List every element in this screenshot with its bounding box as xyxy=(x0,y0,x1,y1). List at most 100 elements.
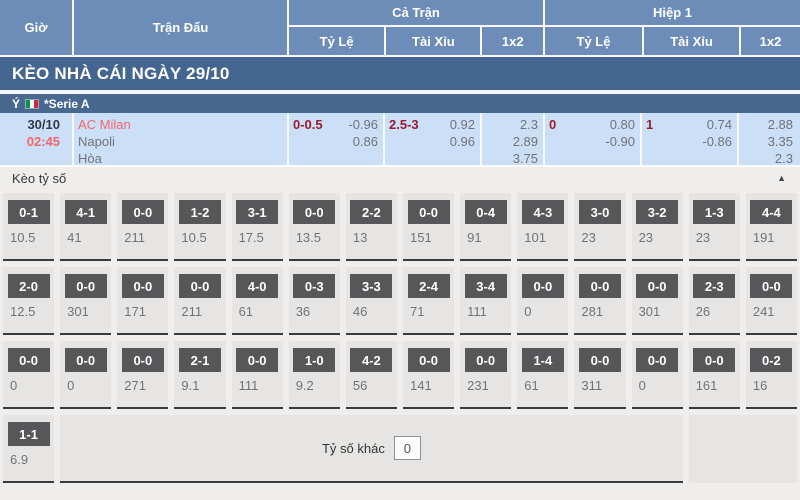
score-cell[interactable]: 4-3 101 xyxy=(517,193,569,261)
score-cell[interactable]: 1-3 23 xyxy=(688,193,740,261)
score-cell[interactable]: 0-1 10.5 xyxy=(3,193,55,261)
score-cell[interactable]: 0-0 111 xyxy=(231,341,283,409)
score-odds: 23 xyxy=(638,230,654,245)
score-chip: 3-1 xyxy=(236,200,279,224)
score-odds: 111 xyxy=(238,378,259,393)
score-odds: 301 xyxy=(638,304,661,319)
score-chip: 1-1 xyxy=(7,422,50,446)
full-1x2-away-odds[interactable]: 2.89 xyxy=(512,134,538,149)
full-1x2-odds-cell[interactable]: 2.3 2.89 3.75 xyxy=(480,113,543,166)
score-chip: 0-0 xyxy=(750,274,793,298)
full-overunder-odds-cell[interactable]: 2.5-3 0.92 0.96 xyxy=(383,113,480,165)
score-cell[interactable]: 0-0 211 xyxy=(117,193,169,261)
score-chip: 0-0 xyxy=(121,200,164,224)
half-over-odds[interactable]: 0.74 xyxy=(706,117,732,132)
score-cell[interactable]: 1-0 9.2 xyxy=(288,341,340,409)
other-score-value-box[interactable]: 0 xyxy=(393,436,421,460)
score-cell[interactable]: 0-0 151 xyxy=(402,193,455,261)
half-handicap-away-odds[interactable]: -0.90 xyxy=(605,134,635,149)
score-cell[interactable]: 2-3 26 xyxy=(688,267,740,335)
score-cell[interactable]: 0-0 241 xyxy=(745,267,797,335)
score-cell[interactable]: 4-1 41 xyxy=(60,193,112,261)
score-cell[interactable]: 0-0 211 xyxy=(174,267,226,335)
score-cell[interactable]: 0-0 171 xyxy=(117,267,169,335)
score-odds: 0 xyxy=(10,378,18,393)
score-cell[interactable]: 1-2 10.5 xyxy=(174,193,226,261)
header-half-overunder: Tài Xỉu xyxy=(642,27,739,55)
header-full-match-label: Cả Trận xyxy=(289,0,543,27)
full-over-odds[interactable]: 0.92 xyxy=(449,117,475,132)
score-cell[interactable]: 0-0 231 xyxy=(460,341,512,409)
collapse-arrow-icon[interactable]: ▲ xyxy=(777,173,786,183)
score-cell[interactable]: 0-0 271 xyxy=(117,341,169,409)
score-row-3: 0-0 0 0-0 0 0-0 271 2-1 9.1 0-0 111 1-0 9.2 4-2 56 0-0… xyxy=(0,341,800,409)
score-cell[interactable]: 0-0 301 xyxy=(60,267,112,335)
score-cell[interactable]: 2-2 13 xyxy=(345,193,397,261)
score-cell[interactable]: 1-4 61 xyxy=(517,341,569,409)
score-cell[interactable]: 3-0 23 xyxy=(574,193,626,261)
match-teams-cell[interactable]: AC Milan Napoli Hòa xyxy=(72,113,287,166)
half-1x2-home-odds[interactable]: 2.88 xyxy=(767,117,793,132)
score-cell[interactable]: 0-0 0 xyxy=(517,267,569,335)
home-team: AC Milan xyxy=(78,117,131,132)
score-odds: 271 xyxy=(124,378,146,393)
score-chip: 3-3 xyxy=(350,274,393,298)
half-1x2-away-odds[interactable]: 3.35 xyxy=(767,134,793,149)
score-odds: 23 xyxy=(581,230,596,245)
full-handicap-odds-cell[interactable]: 0-0.5 -0.96 0.86 xyxy=(287,113,383,165)
score-cell[interactable]: 3-4 111 xyxy=(460,267,512,335)
half-1x2-odds-cell[interactable]: 2.88 3.35 2.3 xyxy=(737,113,798,166)
italy-flag-icon xyxy=(25,98,40,109)
match-date: 30/10 xyxy=(27,117,60,132)
full-handicap-away-odds[interactable]: 0.86 xyxy=(352,134,378,149)
score-cell[interactable]: 0-0 161 xyxy=(688,341,740,409)
score-chip: 0-0 xyxy=(693,348,736,372)
score-cell[interactable]: 0-4 91 xyxy=(460,193,512,261)
score-cell[interactable]: 3-1 17.5 xyxy=(231,193,283,261)
half-handicap-home-odds[interactable]: 0.80 xyxy=(609,117,635,132)
half-handicap-odds-cell[interactable]: 0 0.80 -0.90 xyxy=(543,113,640,165)
score-row-1: 0-1 10.5 4-1 41 0-0 211 1-2 10.5 3-1 17.5 0-0 13.5 2… xyxy=(0,193,800,261)
score-chip: 1-4 xyxy=(521,348,564,372)
score-cell[interactable]: 3-3 46 xyxy=(345,267,397,335)
full-1x2-home-odds[interactable]: 2.3 xyxy=(519,117,538,132)
score-cell[interactable]: 0-0 311 xyxy=(574,341,626,409)
score-cell[interactable]: 4-2 56 xyxy=(345,341,397,409)
score-chip: 0-0 xyxy=(178,274,221,298)
half-under-odds[interactable]: -0.86 xyxy=(702,134,732,149)
score-cell[interactable]: 0-0 13.5 xyxy=(288,193,340,261)
score-chip: 0-0 xyxy=(121,348,164,372)
score-row-2: 2-0 12.5 0-0 301 0-0 171 0-0 211 4-0 61 0-3 36 3-3 46… xyxy=(0,267,800,335)
full-under-odds[interactable]: 0.96 xyxy=(449,134,475,149)
score-cell[interactable]: 0-0 141 xyxy=(402,341,455,409)
score-cell[interactable]: 0-0 0 xyxy=(60,341,112,409)
half-1x2-draw-odds[interactable]: 2.3 xyxy=(774,151,793,166)
score-chip: 0-0 xyxy=(578,348,621,372)
full-1x2-draw-odds[interactable]: 3.75 xyxy=(512,151,538,166)
half-overunder-odds-cell[interactable]: 1 0.74 -0.86 xyxy=(640,113,737,165)
score-cell[interactable]: 0-0 0 xyxy=(631,341,683,409)
score-odds: 211 xyxy=(181,304,203,319)
score-chip: 3-2 xyxy=(636,200,679,224)
score-cell[interactable]: 2-0 12.5 xyxy=(3,267,55,335)
score-cell[interactable]: 4-0 61 xyxy=(231,267,283,335)
score-cell[interactable]: 2-1 9.1 xyxy=(174,341,226,409)
score-chip: 0-2 xyxy=(750,348,793,372)
score-cell[interactable]: 0-3 36 xyxy=(288,267,340,335)
score-cell[interactable]: 2-4 71 xyxy=(402,267,455,335)
score-chip: 0-0 xyxy=(407,348,450,372)
league-bar[interactable]: Ý *Serie A xyxy=(0,94,800,113)
score-cell[interactable]: 0-0 0 xyxy=(3,341,55,409)
score-cell[interactable]: 4-4 191 xyxy=(745,193,797,261)
score-chip: 0-0 xyxy=(7,348,50,372)
score-cell[interactable]: 3-2 23 xyxy=(631,193,683,261)
score-odds: 56 xyxy=(352,378,368,393)
full-handicap-home-odds[interactable]: -0.96 xyxy=(348,117,378,132)
score-cell[interactable]: 1-1 6.9 xyxy=(3,415,55,483)
score-odds: 281 xyxy=(581,304,604,319)
score-chip: 3-4 xyxy=(464,274,507,298)
score-cell[interactable]: 0-0 281 xyxy=(574,267,626,335)
score-cell[interactable]: 0-2 16 xyxy=(745,341,797,409)
score-cell[interactable]: 0-0 301 xyxy=(631,267,683,335)
score-chip: 0-0 xyxy=(64,274,107,298)
